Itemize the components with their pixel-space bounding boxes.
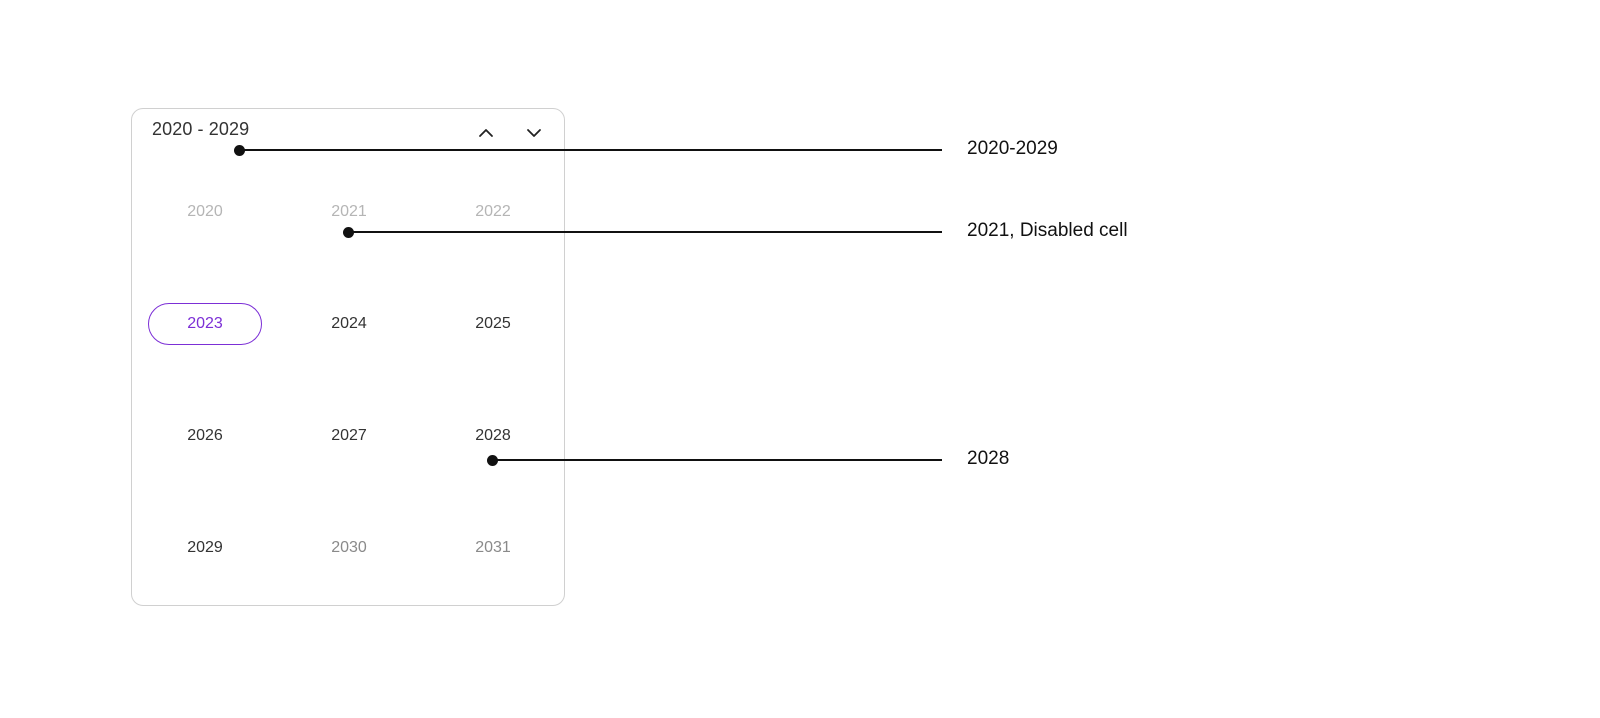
year-cell-2022: 2022	[475, 203, 511, 220]
chevron-up-icon	[479, 129, 493, 137]
year-range-label[interactable]: 2020 - 2029	[152, 119, 250, 139]
chevron-down-icon	[527, 129, 541, 137]
year-cell-2030[interactable]: 2030	[331, 539, 367, 556]
next-decade-button[interactable]	[520, 119, 548, 147]
callout-label-disabled: 2021, Disabled cell	[967, 220, 1128, 241]
callout-dot-disabled	[343, 227, 354, 238]
year-cell-2020: 2020	[187, 203, 223, 220]
callout-line-2028	[493, 459, 942, 461]
year-cell-2021: 2021	[331, 203, 367, 220]
year-cell-2027[interactable]: 2027	[331, 427, 367, 444]
year-cell-2024[interactable]: 2024	[331, 315, 367, 332]
year-cell-2025[interactable]: 2025	[475, 315, 511, 332]
callout-label-2028: 2028	[967, 448, 1010, 469]
year-cell-2023[interactable]: 2023	[148, 303, 262, 345]
year-cell-2028[interactable]: 2028	[475, 427, 511, 444]
callout-line-range	[240, 149, 942, 151]
year-cell-2026[interactable]: 2026	[187, 427, 223, 444]
callout-line-disabled	[349, 231, 942, 233]
callout-dot-2028	[487, 455, 498, 466]
callout-dot-range	[234, 145, 245, 156]
previous-decade-button[interactable]	[472, 119, 500, 147]
year-picker: 2020 - 2029 2020 2021 2022 2023 2024 202…	[131, 108, 565, 606]
year-cell-2031[interactable]: 2031	[475, 539, 511, 556]
year-cell-2029[interactable]: 2029	[187, 539, 223, 556]
callout-label-range: 2020-2029	[967, 138, 1058, 159]
